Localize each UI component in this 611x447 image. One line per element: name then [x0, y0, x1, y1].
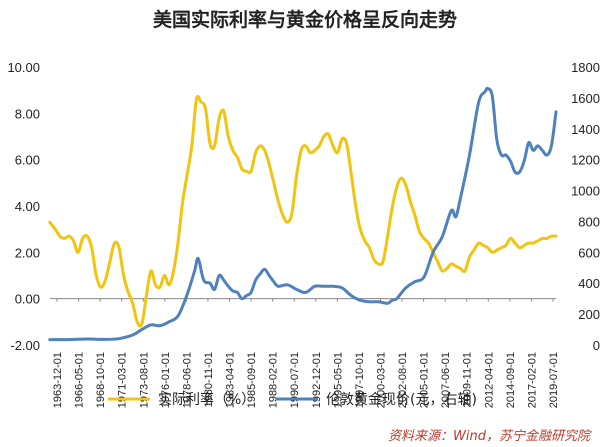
- y-left-tick-label: 8.00: [15, 106, 40, 121]
- x-tick-label: 1973-08-01: [138, 352, 150, 408]
- x-tick-label: 1966-05-01: [74, 352, 86, 408]
- x-tick-label: 1980-11-01: [203, 352, 215, 407]
- y-right-tick-label: 1200: [571, 153, 600, 168]
- real-rate-line: [48, 94, 558, 328]
- x-tick-label: 2012-04-01: [483, 352, 495, 408]
- source-note: 资料来源：Wind，苏宁金融研究院: [388, 428, 592, 444]
- y-right-tick-label: 0: [593, 338, 600, 353]
- y-right-tick-label: 1400: [571, 122, 600, 137]
- y-left-tick-label: -2.00: [10, 338, 40, 353]
- y-left-tick-label: 0.00: [15, 292, 40, 307]
- y-right-tick-label: 600: [578, 245, 600, 260]
- x-tick-label: 1995-05-01: [332, 352, 344, 408]
- x-tick-label: 1963-12-01: [52, 352, 64, 408]
- legend-label: 实际利率（%）: [158, 391, 255, 408]
- legend-label: 伦敦黄金现价(元，右轴): [326, 391, 477, 408]
- x-tick-label: 2005-01-01: [419, 352, 431, 408]
- y-left-tick-label: 2.00: [15, 245, 40, 260]
- x-tick-label: 1988-02-01: [268, 352, 280, 408]
- chart-title: 美国实际利率与黄金价格呈反向走势: [153, 8, 457, 31]
- y-left-tick-label: 10.00: [7, 60, 40, 75]
- y-right-tick-label: 400: [578, 276, 600, 291]
- x-tick-label: 1983-04-01: [225, 352, 237, 408]
- y-right-tick-label: 800: [578, 214, 600, 229]
- gold-price-line: [48, 86, 558, 342]
- x-tick-label: 2009-11-01: [462, 352, 474, 407]
- y-right-tick-label: 200: [578, 307, 600, 322]
- x-tick-label: 1978-06-01: [181, 352, 193, 408]
- x-tick-label: 1985-09-01: [246, 352, 258, 408]
- x-tick-label: 1990-07-01: [289, 352, 301, 408]
- x-tick-label: 1992-12-01: [311, 352, 323, 408]
- x-tick-label: 2007-06-01: [440, 352, 452, 408]
- y-right-tick-label: 1800: [571, 60, 600, 75]
- x-tick-label: 1976-01-01: [160, 352, 172, 408]
- legend: 实际利率（%） 伦敦黄金现价(元，右轴): [108, 391, 477, 408]
- x-tick-label: 2000-03-01: [375, 352, 387, 408]
- y-right-tick-label: 1600: [571, 91, 600, 106]
- y-left-tick-label: 4.00: [15, 199, 40, 214]
- x-tick-label: 2014-09-01: [505, 352, 517, 408]
- x-tick-label: 1997-10-01: [354, 352, 366, 408]
- x-tick-label: 2019-07-01: [548, 352, 560, 408]
- x-tick-label: 2017-02-01: [526, 352, 538, 408]
- x-tick-label: 1968-10-01: [95, 352, 107, 408]
- x-tick-label: 2002-08-01: [397, 352, 409, 408]
- y-left-tick-label: 6.00: [15, 153, 40, 168]
- y-right-tick-label: 1000: [571, 184, 600, 199]
- axes: -2.00 0.00 2.00 4.00 6.00 8.00 10.00 0 200 400 600…: [7, 60, 600, 408]
- series-layer: [48, 86, 558, 342]
- x-tick-label: 1971-03-01: [117, 352, 129, 408]
